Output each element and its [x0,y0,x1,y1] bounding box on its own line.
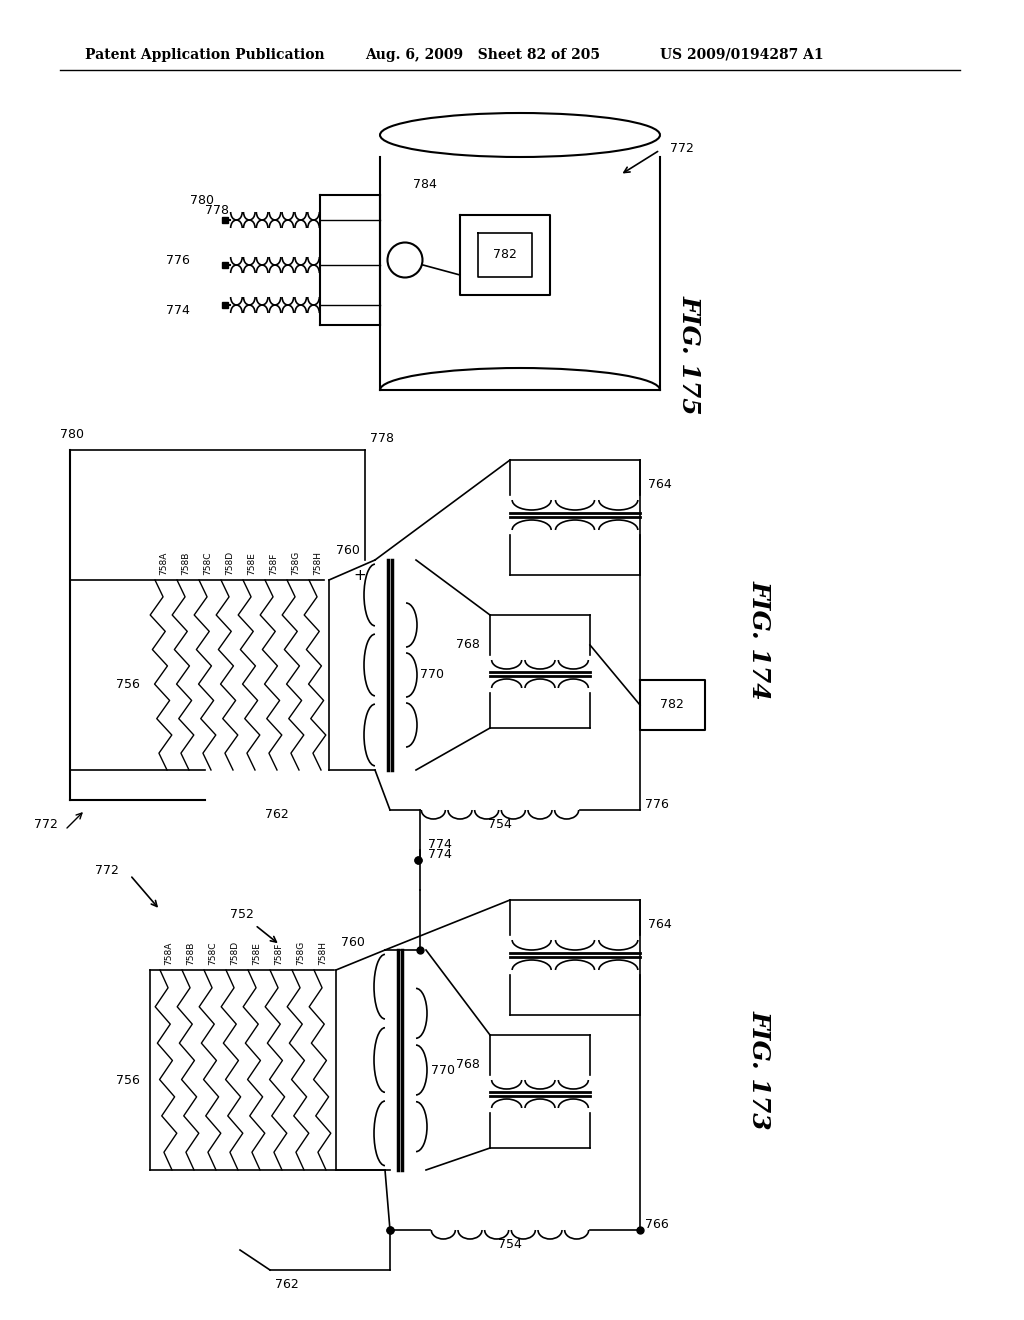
Text: 758B: 758B [181,552,190,576]
Text: 776: 776 [166,253,190,267]
Text: 778: 778 [370,432,394,445]
Text: 758C: 758C [203,552,212,576]
Text: 764: 764 [648,919,672,932]
Text: 758H: 758H [318,941,327,965]
Text: +: + [353,568,367,582]
Text: 758D: 758D [225,550,234,576]
Text: Aug. 6, 2009   Sheet 82 of 205: Aug. 6, 2009 Sheet 82 of 205 [365,48,600,62]
Text: 758E: 758E [247,552,256,576]
Text: 772: 772 [95,863,119,876]
Text: US 2009/0194287 A1: US 2009/0194287 A1 [660,48,823,62]
Text: 758C: 758C [208,941,217,965]
Text: 754: 754 [488,818,512,832]
Text: 770: 770 [420,668,444,681]
Text: Patent Application Publication: Patent Application Publication [85,48,325,62]
Text: 760: 760 [336,544,360,557]
Text: 766: 766 [645,1218,669,1232]
Text: 782: 782 [494,248,517,261]
Text: 774: 774 [166,304,190,317]
Text: 758E: 758E [252,942,261,965]
Text: 780: 780 [190,194,214,206]
Text: 778: 778 [205,203,229,216]
Text: 758F: 758F [274,942,283,965]
Text: 762: 762 [275,1279,299,1291]
Text: 768: 768 [456,1059,480,1072]
Text: 762: 762 [265,808,289,821]
Text: 770: 770 [431,1064,455,1077]
Text: 774: 774 [428,838,452,851]
Text: 784: 784 [413,178,437,191]
Text: 756: 756 [116,1073,140,1086]
Text: 758G: 758G [291,550,300,576]
Text: 756: 756 [116,678,140,692]
Text: 758A: 758A [164,941,173,965]
Text: 772: 772 [670,141,694,154]
Text: 774: 774 [428,849,452,862]
Text: 776: 776 [645,799,669,812]
Text: 758B: 758B [186,941,195,965]
Text: 758H: 758H [313,550,322,576]
Text: 780: 780 [60,429,84,441]
Text: FIG. 173: FIG. 173 [748,1010,772,1130]
Text: 764: 764 [648,479,672,491]
Text: 754: 754 [498,1238,522,1251]
Text: 758F: 758F [269,553,278,576]
Text: 768: 768 [456,639,480,652]
Text: 758G: 758G [296,941,305,965]
Text: 772: 772 [34,818,58,832]
Text: 758D: 758D [230,941,239,965]
Text: FIG. 175: FIG. 175 [678,294,702,414]
Text: 758A: 758A [159,552,168,576]
Text: 752: 752 [230,908,254,921]
Text: 782: 782 [660,698,684,711]
Text: 760: 760 [341,936,365,949]
Text: FIG. 174: FIG. 174 [748,581,772,700]
